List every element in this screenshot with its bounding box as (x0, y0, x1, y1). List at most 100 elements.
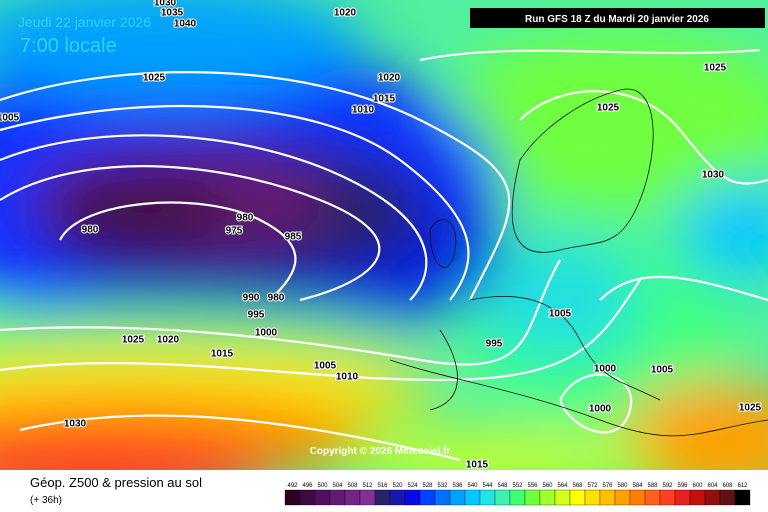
legend-level: 596 (677, 483, 688, 489)
isobar-label: 1020 (334, 8, 357, 19)
isobar-label: 980 (82, 225, 99, 236)
legend-swatch (419, 489, 436, 506)
legend-swatch (599, 489, 616, 506)
legend-level: 528 (422, 483, 433, 489)
legend-swatch (659, 489, 676, 506)
isobar-label: 975 (226, 226, 243, 237)
date-label: Jeudi 22 janvier 2026 (18, 14, 151, 30)
legend-level: 588 (647, 483, 658, 489)
legend-swatch (284, 489, 301, 506)
legend-swatch (374, 489, 391, 506)
isobar-label: 1020 (378, 73, 401, 84)
legend-swatch (674, 489, 691, 506)
time-label: 7:00 locale (20, 35, 117, 57)
legend-swatch (614, 489, 631, 506)
legend-level: 516 (377, 483, 388, 489)
legend-level: 512 (362, 483, 373, 489)
isobar-label: 995 (486, 339, 503, 350)
legend-level: 556 (527, 483, 538, 489)
isobar-label: 1035 (161, 8, 184, 19)
coastlines (389, 88, 768, 437)
isobar-label: 1000 (255, 328, 278, 339)
legend-level: 520 (392, 483, 403, 489)
isobar-label: 1015 (373, 94, 396, 105)
isobar-label: 1015 (466, 460, 489, 471)
legend-level: 496 (302, 483, 313, 489)
legend-level: 592 (662, 483, 673, 489)
legend-level: 536 (452, 483, 463, 489)
isobar-label: 995 (248, 310, 265, 321)
legend-swatch (434, 489, 451, 506)
isobar-label: 1025 (143, 73, 166, 84)
legend-level: 500 (317, 483, 328, 489)
legend-level: 576 (602, 483, 613, 489)
legend-swatch (629, 489, 646, 506)
isobar-label: 1000 (589, 404, 612, 415)
legend-level: 572 (587, 483, 598, 489)
legend-swatch (719, 489, 736, 506)
isobar-label: 1025 (704, 63, 727, 74)
footer-title: Géop. Z500 & pression au sol (30, 475, 202, 490)
run-label: Run GFS 18 Z du Mardi 20 janvier 2026 (525, 14, 709, 25)
isobar-label: 980 (237, 213, 254, 224)
isobar-labels: 1030103510401020102510051020101510101025… (0, 0, 763, 472)
legend-swatch (359, 489, 376, 506)
isobar-label: 1005 (0, 113, 20, 124)
legend-level: 564 (557, 483, 568, 489)
isobar-label: 1015 (211, 349, 234, 360)
legend-level: 568 (572, 483, 583, 489)
legend-level: 548 (497, 483, 508, 489)
legend-level: 508 (347, 483, 358, 489)
legend-swatch (704, 489, 721, 506)
isobar-label: 1010 (336, 372, 359, 383)
forecast-lead: (+ 36h) (30, 495, 62, 506)
run-banner (470, 8, 765, 28)
legend-swatch (524, 489, 541, 506)
legend-level: 584 (632, 483, 643, 489)
isobar-label: 985 (285, 232, 302, 243)
legend-level: 560 (542, 483, 553, 489)
legend-level: 540 (467, 483, 478, 489)
legend-swatch (644, 489, 661, 506)
isobar-label: 1005 (314, 361, 337, 372)
isobar-label: 1005 (549, 309, 572, 320)
isobar-label: 1030 (154, 0, 177, 9)
legend-swatch (689, 489, 706, 506)
legend-swatch (344, 489, 361, 506)
isobar-label: 1030 (64, 419, 87, 430)
legend-swatch (539, 489, 556, 506)
isobar-label: 990 (243, 293, 260, 304)
legend-swatch (314, 489, 331, 506)
legend-swatch (329, 489, 346, 506)
legend-level: 552 (512, 483, 523, 489)
copyright: Copyright © 2026 Meteociel.fr (310, 446, 451, 457)
legend-level: 600 (692, 483, 703, 489)
legend-swatch (449, 489, 466, 506)
isobar-label: 1010 (352, 105, 375, 116)
legend-swatch (509, 489, 526, 506)
isobar-label: 980 (268, 293, 285, 304)
legend-level: 608 (722, 483, 733, 489)
legend-level: 492 (287, 483, 298, 489)
isobar-label: 1020 (157, 335, 180, 346)
legend-level: 580 (617, 483, 628, 489)
legend-level: 604 (707, 483, 718, 489)
isobar-label: 1000 (594, 364, 617, 375)
isobar-label: 1025 (739, 403, 762, 414)
legend-level: 532 (437, 483, 448, 489)
isobar-label: 1030 (702, 170, 725, 181)
legend-swatch (494, 489, 511, 506)
legend-swatch (584, 489, 601, 506)
legend-level: 504 (332, 483, 343, 489)
legend-level: 524 (407, 483, 418, 489)
legend-level: 612 (737, 483, 748, 489)
isobar-label: 1025 (597, 103, 620, 114)
isobar-label: 1040 (174, 19, 197, 30)
isobar-label: 1025 (122, 335, 145, 346)
isobars (0, 48, 768, 462)
isobar-label: 1005 (651, 365, 674, 376)
color-legend: 492 496 500 504 508 512 516 520 524 528 532 536 540 5… (284, 483, 751, 506)
legend-swatch (464, 489, 481, 506)
